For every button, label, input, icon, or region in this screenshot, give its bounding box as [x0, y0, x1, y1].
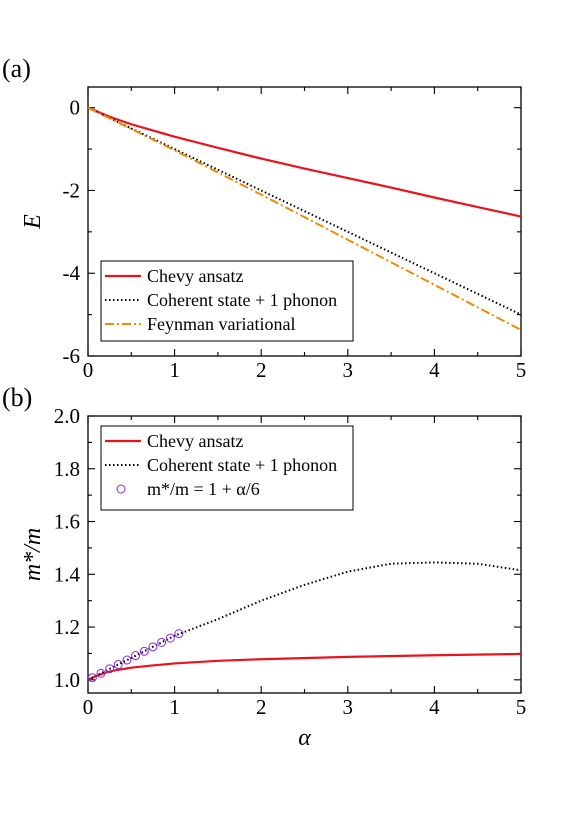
- data-point-circle: [165, 633, 175, 643]
- y-tick-label: 1.2: [54, 615, 80, 639]
- legend-label: Chevy ansatz: [147, 431, 243, 451]
- x-tick-label: 3: [343, 358, 354, 382]
- y-tick-label: 2.0: [54, 404, 80, 428]
- x-tick-label: 4: [429, 358, 440, 382]
- x-tick-label: 2: [256, 358, 267, 382]
- data-point-circle: [87, 673, 97, 683]
- series-line: [87, 106, 522, 218]
- panel-a-energy: 0 1 2 3 4 5 0 -2 -4 -6 (a) E Chevy ansatz Coherent st…: [2, 54, 526, 382]
- legend-label: Chevy ansatz: [147, 266, 243, 286]
- series-line: [87, 561, 522, 681]
- x-tick-label: 4: [429, 695, 440, 719]
- y-tick-label: 1.6: [54, 510, 80, 534]
- x-tick-label: 1: [169, 695, 180, 719]
- data-point-circle: [139, 646, 149, 656]
- x-tick-label: 2: [256, 695, 267, 719]
- legend-label: Coherent state + 1 phonon: [147, 455, 337, 475]
- data-point-circle: [96, 668, 106, 678]
- panel-label: (b): [2, 383, 32, 412]
- y-tick-label: 1.0: [54, 668, 80, 692]
- legend-box: [100, 425, 354, 511]
- x-tick-label: 5: [516, 358, 527, 382]
- series-line: [87, 652, 522, 681]
- legend-marker: [116, 484, 126, 494]
- x-axis-label: α: [298, 725, 311, 751]
- data-point-circle: [157, 637, 167, 647]
- panel-b-effective-mass: 0 1 2 3 4 5 1.0 1.2 1.4 1.6 1.8 2.0 (b) m*/m α Chevy an…: [2, 383, 526, 751]
- y-tick-label: -2: [63, 178, 81, 202]
- y-tick-label: 1.4: [54, 562, 81, 586]
- x-tick-label: 0: [83, 695, 94, 719]
- y-tick-label: 1.8: [54, 457, 80, 481]
- x-tick-label: 1: [169, 358, 180, 382]
- series-line: [87, 106, 522, 331]
- x-tick-label: 0: [83, 358, 94, 382]
- x-tick-label: 3: [343, 695, 354, 719]
- data-point-circle: [148, 642, 158, 652]
- legend-box: [100, 260, 354, 342]
- panel-label: (a): [2, 54, 31, 83]
- legend-label: Feynman variational: [147, 314, 295, 334]
- legend-label: Coherent state + 1 phonon: [147, 290, 337, 310]
- data-point-circle: [105, 664, 115, 674]
- y-tick-label: -4: [63, 261, 81, 285]
- y-axis-label: m*/m: [20, 528, 46, 581]
- y-tick-label: 0: [70, 96, 81, 120]
- legend-label: m*/m = 1 + α/6: [147, 479, 260, 499]
- data-point-circle: [131, 651, 141, 661]
- x-tick-label: 5: [516, 695, 527, 719]
- y-tick-label: -6: [63, 344, 81, 368]
- y-axis-label: E: [20, 214, 46, 230]
- data-point-circle: [174, 629, 184, 639]
- data-point-circle: [122, 655, 132, 665]
- data-point-circle: [113, 660, 123, 670]
